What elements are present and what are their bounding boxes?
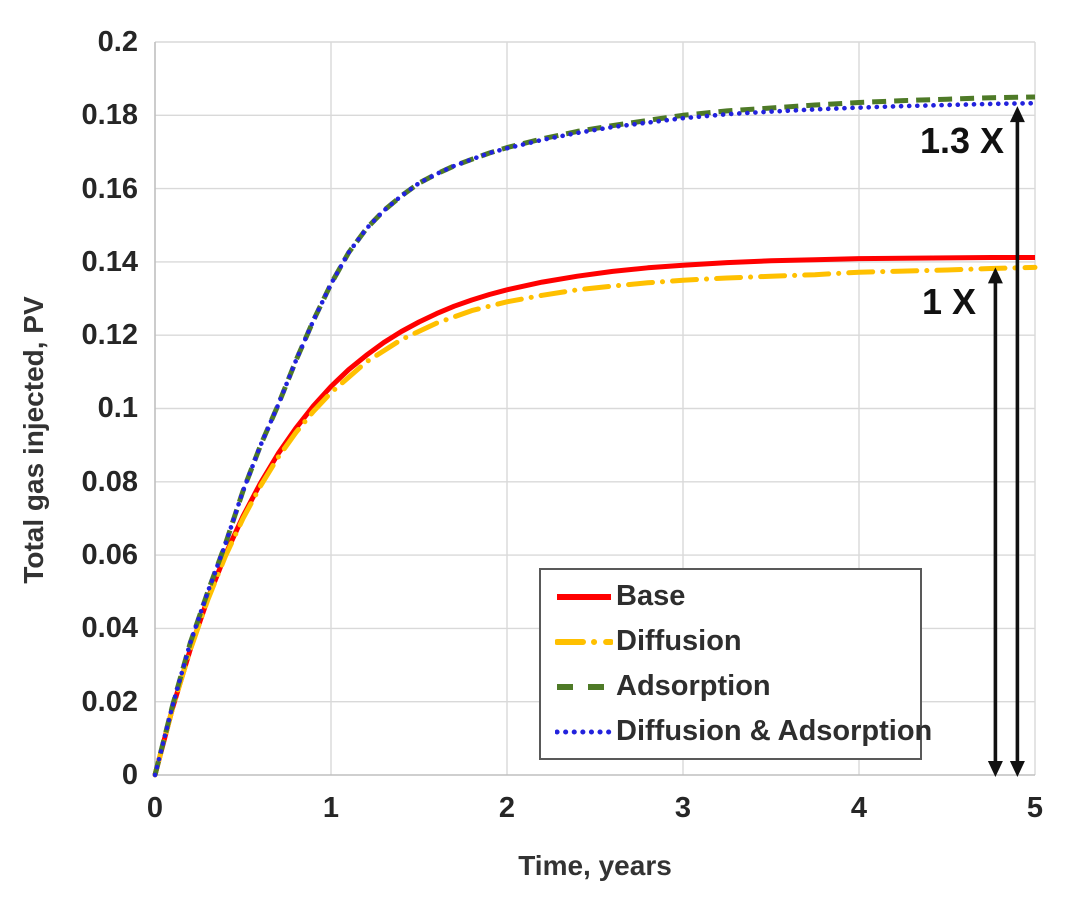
y-tick-label: 0.16 — [81, 173, 138, 205]
legend-item-adsorption: Adsorption — [555, 666, 920, 708]
y-tick-label: 0.14 — [81, 246, 138, 278]
annotation-ratio-1-3x: 1.3 X — [919, 120, 1004, 161]
legend-line-sample — [557, 593, 611, 600]
x-tick-label: 5 — [1026, 792, 1044, 824]
legend-line-sample — [555, 638, 613, 645]
legend-label: Adsorption — [616, 670, 771, 702]
legend-label: Diffusion & Adsorption — [616, 715, 933, 747]
legend-item-base: Base — [555, 576, 920, 618]
y-tick-label: 0.08 — [81, 466, 138, 498]
legend-line-sample — [555, 729, 613, 734]
x-tick-label: 0 — [146, 792, 164, 824]
y-tick-label: 0.02 — [81, 686, 138, 718]
legend-box: Base Diffusion Adsorption Diffusion & Ad… — [539, 568, 932, 760]
legend-line-sample — [557, 683, 611, 690]
y-axis-title: Total gas injected, PV — [18, 296, 49, 584]
y-tick-label: 0.04 — [81, 612, 138, 644]
y-tick-label: 0 — [121, 759, 138, 791]
y-tick-label: 0.12 — [81, 319, 138, 351]
legend-item-diffusion: Diffusion — [555, 621, 920, 663]
x-tick-label: 4 — [850, 792, 868, 824]
legend-label: Base — [616, 580, 686, 612]
x-tick-label: 1 — [322, 792, 340, 824]
legend-item-diffusion-adsorption: Diffusion & Adsorption — [555, 711, 932, 753]
x-tick-label: 3 — [674, 792, 692, 824]
y-tick-label: 0.1 — [97, 392, 138, 424]
legend-label: Diffusion — [616, 625, 742, 657]
y-tick-label: 0.18 — [81, 99, 138, 131]
x-tick-label: 2 — [498, 792, 516, 824]
annotation-ratio-1x: 1 X — [921, 281, 976, 322]
x-axis-title: Time, years — [518, 850, 672, 881]
y-tick-label: 0.2 — [97, 26, 138, 58]
y-tick-label: 0.06 — [81, 539, 138, 571]
